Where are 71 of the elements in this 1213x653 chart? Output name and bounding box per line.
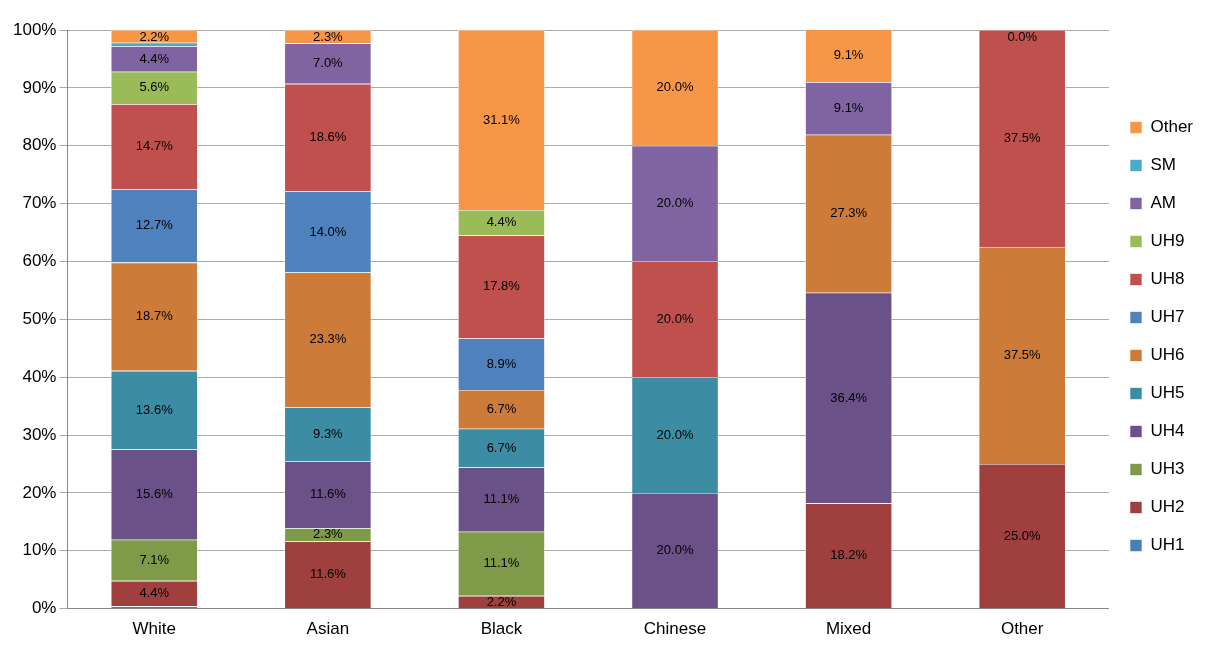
y-tick-label: 60% [22,251,57,271]
data-label: 14.7% [135,138,174,154]
x-tick-label: Mixed [825,619,872,639]
data-label: 14.0% [309,223,347,239]
data-label: 18.7% [135,308,174,324]
data-label: 20.0% [656,195,694,211]
legend-label: SM [1150,155,1176,175]
data-label: 15.6% [135,486,174,502]
legend-label: UH1 [1150,535,1185,555]
data-label: 7.1% [139,551,170,567]
data-label: 37.5% [1003,130,1042,146]
legend-label: UH6 [1150,345,1185,365]
y-tick-label: 80% [22,135,57,155]
y-tick-label: 100% [13,19,57,39]
y-tick-label: 10% [22,540,57,560]
data-label: 20.0% [656,542,694,558]
data-label: 18.6% [309,129,347,145]
data-label: 11.6% [309,486,347,502]
y-tick-label: 20% [22,482,57,502]
legend-label: UH5 [1150,383,1185,403]
data-label: 25.0% [1003,527,1042,543]
data-label: 2.2% [486,593,517,609]
data-label: 20.0% [656,310,694,326]
y-tick-label: 0% [31,598,57,618]
data-label: 12.7% [135,217,174,233]
data-label: 7.0% [313,55,344,71]
data-label: 2.3% [313,28,344,44]
y-tick-label: 30% [22,424,57,444]
data-label: 0.0% [1007,28,1038,44]
data-label: 6.7% [486,400,517,416]
x-tick-label: Other [1000,619,1044,639]
data-label: 2.3% [313,526,344,542]
legend-label: Other [1150,117,1194,137]
y-tick-label: 90% [22,77,57,97]
legend-label: UH7 [1150,307,1185,327]
data-label: 17.8% [483,278,521,294]
y-tick-label: 70% [22,193,57,213]
legend-label: UH4 [1150,421,1185,441]
data-label: 8.9% [486,355,517,371]
data-label: 11.1% [483,491,520,507]
legend-label: UH3 [1150,459,1185,479]
data-label: 36.4% [830,389,868,405]
data-label: 2.2% [139,28,170,44]
data-label: 11.6% [309,566,347,582]
data-label: 13.6% [135,401,174,417]
data-label: 23.3% [309,331,347,347]
x-tick-label: White [132,619,177,639]
data-label: 4.4% [486,214,517,230]
legend-label: UH9 [1150,231,1185,251]
data-label: 20.0% [656,426,694,442]
data-label: 9.1% [833,47,864,63]
data-label: 27.3% [830,205,868,221]
data-label: 18.2% [830,547,868,563]
data-label: 9.3% [313,425,344,441]
data-label: 6.7% [486,439,517,455]
x-tick-label: Chinese [643,619,707,639]
legend-label: AM [1150,193,1176,213]
data-label: 11.1% [483,555,520,571]
data-label: 4.4% [139,585,170,601]
data-label: 5.6% [139,79,170,95]
x-tick-label: Black [480,619,523,639]
data-label: 37.5% [1003,347,1042,363]
data-label: 31.1% [483,111,521,127]
y-tick-label: 50% [22,308,57,328]
data-label: 20.0% [656,79,694,95]
data-label: 4.4% [139,50,170,66]
data-label: 9.1% [833,99,864,115]
legend-label: UH8 [1150,269,1185,289]
y-tick-label: 40% [22,366,57,386]
x-tick-label: Asian [306,619,350,639]
legend-label: UH2 [1150,497,1185,517]
